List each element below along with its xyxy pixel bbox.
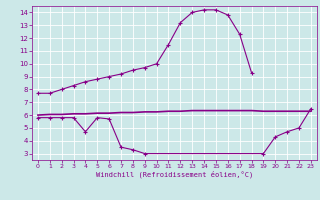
X-axis label: Windchill (Refroidissement éolien,°C): Windchill (Refroidissement éolien,°C): [96, 171, 253, 178]
